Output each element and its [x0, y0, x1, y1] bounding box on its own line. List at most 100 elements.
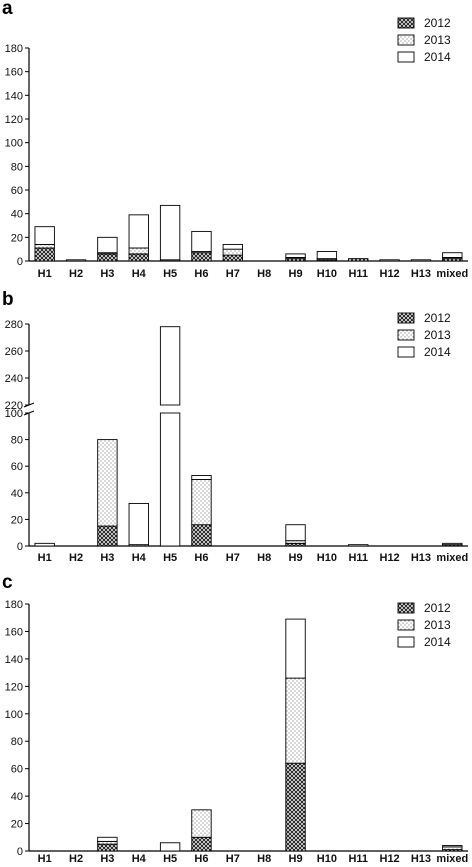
legend-label: 2012 — [424, 16, 451, 30]
y-tick-label: 80 — [11, 161, 23, 173]
y-tick-label: 20 — [11, 232, 23, 244]
legend-swatch-2014 — [397, 636, 415, 648]
y-tick-label: 260 — [5, 346, 23, 358]
bar-H2-2014 — [65, 259, 87, 262]
x-tick-label: H8 — [257, 853, 271, 865]
bar-H1-2012 — [34, 247, 55, 262]
bar-H1-2014 — [34, 542, 55, 547]
x-tick-label: H9 — [289, 268, 303, 280]
y-tick-label: 40 — [11, 209, 23, 221]
x-tick-label: H3 — [100, 268, 114, 280]
x-tick-label: H6 — [194, 268, 208, 280]
x-tick-label: H3 — [100, 853, 114, 865]
legend-swatch-2012 — [397, 312, 415, 324]
x-tick-label: H8 — [257, 552, 271, 564]
x-tick-label: H7 — [226, 552, 240, 564]
y-tick-label: 60 — [11, 185, 23, 197]
y-tick-label: 180 — [5, 599, 23, 611]
y-tick-label: 160 — [5, 626, 23, 638]
legend-label: 2013 — [424, 328, 451, 342]
y-tick-label: 220 — [5, 400, 23, 412]
bar-H6-2014 — [191, 230, 212, 252]
x-tick-label: H10 — [317, 268, 337, 280]
y-tick-label: 20 — [11, 514, 23, 526]
legend-label: 2013 — [424, 618, 451, 632]
y-tick-label: 100 — [5, 709, 23, 721]
y-tick-label: 240 — [5, 373, 23, 385]
bar-H5-2014 — [159, 412, 181, 547]
x-tick-label: H11 — [348, 853, 368, 865]
bar-H10-2014 — [316, 251, 338, 260]
x-tick-label: H1 — [38, 268, 52, 280]
bar-H1-2014 — [34, 226, 55, 245]
legend-swatch-2013 — [397, 329, 415, 341]
legend-swatch-2013 — [397, 619, 415, 631]
x-tick-label: H12 — [380, 552, 400, 564]
bar-H5-2014 — [159, 204, 181, 261]
y-tick-label: 20 — [11, 819, 23, 831]
y-tick-label: 140 — [5, 90, 23, 102]
bar-break-gap — [159, 405, 181, 413]
legend-label: 2014 — [424, 345, 451, 359]
y-tick-label: 40 — [11, 791, 23, 803]
y-tick-label: 40 — [11, 488, 23, 500]
x-tick-label: H2 — [69, 268, 83, 280]
y-tick-label: 60 — [11, 461, 23, 473]
x-tick-label: H9 — [289, 552, 303, 564]
panel-c: c 0 20 40 60 80 100 120 140 160 180 H1 H2 H3 H4 H5 H6 H7 H… — [2, 572, 468, 865]
x-tick-label: H9 — [289, 853, 303, 865]
bar-H3-2014 — [97, 836, 118, 842]
bar-H5-2014 — [159, 842, 181, 852]
panel-a: a 0 20 40 60 80 100 120 140 160 180 H1 H2 H3 H4 H5 H6 H7 H… — [2, 0, 468, 280]
bar-mixed-2014 — [442, 542, 463, 546]
y-tick-label: 0 — [17, 256, 23, 268]
bar-H3-2012 — [97, 525, 118, 547]
bar-H3-2014 — [97, 236, 118, 254]
x-tick-label: H3 — [100, 552, 114, 564]
bar-H3-2012 — [97, 253, 118, 262]
bar-H9-2014 — [285, 618, 306, 679]
x-tick-label: H7 — [226, 853, 240, 865]
x-tick-label: H10 — [317, 552, 337, 564]
panel-label: b — [2, 289, 14, 310]
bar-H3-2013 — [97, 439, 118, 527]
bar-H6-2012 — [191, 836, 212, 852]
legend-label: 2014 — [424, 635, 451, 649]
y-tick-label: 120 — [5, 681, 23, 693]
y-tick-label: 100 — [5, 408, 23, 420]
legend-swatch-2014 — [397, 346, 415, 358]
bar-H9-2014 — [285, 253, 306, 258]
x-tick-label: H11 — [348, 552, 368, 564]
axis-break-mark — [23, 402, 35, 408]
panel-label: a — [2, 0, 13, 19]
bar-H9-2012 — [285, 762, 306, 852]
x-tick-label: H12 — [380, 268, 400, 280]
x-tick-label: H10 — [317, 853, 337, 865]
bar-H1-2013 — [34, 243, 55, 249]
x-tick-label: mixed — [436, 268, 468, 280]
x-tick-label: H11 — [348, 268, 368, 280]
x-tick-label: H6 — [194, 853, 208, 865]
x-tick-label: H1 — [38, 853, 52, 865]
y-tick-label: 160 — [5, 67, 23, 79]
x-tick-label: H5 — [163, 853, 177, 865]
bar-H7-2014 — [222, 243, 243, 250]
bar-H4-2013 — [128, 247, 149, 255]
x-tick-label: mixed — [436, 853, 468, 865]
y-tick-label: 180 — [5, 43, 23, 55]
x-tick-label: H5 — [163, 268, 177, 280]
y-tick-label: 100 — [5, 138, 23, 150]
legend-label: 2012 — [424, 311, 451, 325]
bar-H6-2012 — [191, 524, 212, 547]
x-tick-label: H5 — [163, 552, 177, 564]
x-tick-label: H1 — [38, 552, 52, 564]
x-tick-label: H8 — [257, 268, 271, 280]
panel-b: b 220 240 260 280 0 20 40 60 80 100 H1 H2 H3 H4 H5 H6 H7 H… — [2, 289, 468, 564]
x-tick-label: H13 — [411, 552, 431, 564]
legend-label: 2012 — [424, 601, 451, 615]
x-tick-label: H4 — [132, 853, 147, 865]
bar-H5-2014 — [159, 326, 181, 406]
bar-mixed-2014 — [442, 252, 463, 258]
